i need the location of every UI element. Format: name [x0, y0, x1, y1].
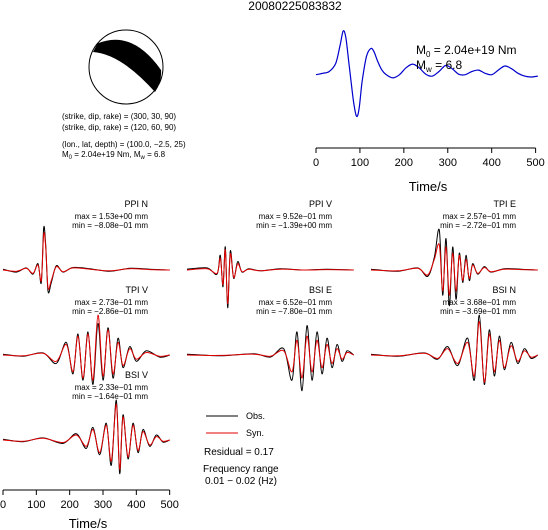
stf-x-tick-label: 0	[313, 157, 319, 169]
station-bsi-v-observed-trace	[2, 399, 170, 475]
station-ppi-n-name: PPI N	[124, 199, 148, 209]
stf-x-tick-label: 300	[439, 157, 457, 169]
bottom-x-tick-label: 200	[60, 499, 78, 511]
stf-panel: 0 100 200 300 400 500 M0 = 2.04e+19 Nm Mw = 6…	[313, 30, 545, 194]
station-tpi-v-name: TPI V	[125, 285, 148, 295]
stf-x-axis-label: Time/s	[409, 179, 448, 194]
bottom-x-axis-label: Time/s	[69, 516, 108, 530]
mechanism-moment: M0 = 2.04e+19 Nm, Mw = 6.8	[62, 150, 166, 161]
stf-m0-label: M0 = 2.04e+19 Nm	[416, 43, 517, 59]
mechanism-plane2: (strike, dip, rake) = (120, 60, 90)	[62, 123, 176, 132]
legend-obs-label: Obs.	[246, 411, 265, 421]
station-tpi-e-min: min = −2.72e−01 mm	[440, 221, 516, 230]
station-ppi-n-synthetic-trace	[2, 232, 170, 290]
station-bsi-e-min: min = −7.80e−01 mm	[256, 307, 332, 316]
station-bsi-v-synthetic-trace	[2, 403, 170, 470]
bottom-x-tick-label: 100	[27, 499, 45, 511]
station-tpi-e-name: TPI E	[493, 199, 516, 209]
stf-x-tick-label: 100	[351, 157, 369, 169]
stf-x-tick-label: 400	[483, 157, 501, 169]
station-ppi-v-min: min = −1.39e+00 mm	[256, 221, 332, 230]
bottom-x-tick-label: 300	[94, 499, 112, 511]
station-bsi-e-synthetic-trace	[186, 335, 354, 379]
legend-residual: Residual = 0.17	[204, 447, 274, 458]
station-bsi-e-name: BSI E	[309, 285, 332, 295]
station-ppi-v-max: max = 9.52e−01 mm	[259, 212, 333, 221]
legend: Obs. Syn. Residual = 0.17 Frequency rang…	[203, 411, 279, 487]
station-bsi-n-observed-trace	[370, 314, 538, 385]
station-bsi-v-min: min = −1.64e−01 mm	[72, 392, 148, 401]
station-tpi-v-max: max = 2.73e−01 mm	[75, 298, 149, 307]
bottom-x-tick-label: 400	[127, 499, 145, 511]
stf-curve	[315, 30, 538, 118]
stf-mw-label: Mw = 6.8	[416, 58, 462, 74]
station-bsi-e-observed-trace	[186, 325, 355, 392]
mechanism-plane1: (strike, dip, rake) = (300, 30, 90)	[62, 112, 176, 121]
station-tpi-e-synthetic-trace	[370, 243, 538, 296]
station-bsi-n-synthetic-trace	[370, 320, 538, 383]
station-tpi-v-synthetic-trace	[2, 314, 170, 381]
station-bsi-v-max: max = 2.33e−01 mm	[75, 383, 149, 392]
bottom-x-tick-label: 0	[0, 499, 6, 511]
figure-title: 20080225083832	[248, 0, 342, 13]
mechanism-location: (lon., lat, depth) = (100.0, −2.5, 25)	[62, 140, 186, 149]
stf-x-tick-label: 500	[526, 157, 544, 169]
station-tpi-v-observed-trace	[2, 322, 170, 385]
station-ppi-v-name: PPI V	[309, 199, 332, 209]
legend-frequency-range: 0.01 − 0.02 (Hz)	[205, 476, 277, 487]
station-ppi-v-synthetic-trace	[186, 249, 354, 305]
station-ppi-n-observed-trace	[2, 225, 170, 294]
legend-frequency-title: Frequency range	[203, 464, 279, 475]
stf-plot-area: 0 100 200 300 400 500	[313, 30, 545, 169]
station-tpi-v-min: min = −2.86e−01 mm	[72, 307, 148, 316]
stf-x-tick-label: 200	[395, 157, 413, 169]
station-bsi-v-name: BSI V	[125, 370, 148, 380]
bottom-x-tick-label: 500	[160, 499, 178, 511]
station-bsi-n-min: min = −3.69e−01 mm	[440, 307, 516, 316]
station-bsi-n-name: BSI N	[492, 285, 516, 295]
station-ppi-n-min: min = −8.08e−01 mm	[72, 221, 148, 230]
beachball-compressional-quadrant	[93, 39, 162, 92]
station-tpi-e-max: max = 2.57e−01 mm	[443, 212, 517, 221]
focal-mechanism-beachball	[88, 29, 164, 105]
legend-syn-label: Syn.	[246, 428, 264, 438]
station-ppi-n-max: max = 1.53e+00 mm	[75, 212, 149, 221]
station-bsi-e-max: max = 6.52e−01 mm	[259, 298, 333, 307]
station-bsi-n-max: max = 3.68e−01 mm	[443, 298, 517, 307]
